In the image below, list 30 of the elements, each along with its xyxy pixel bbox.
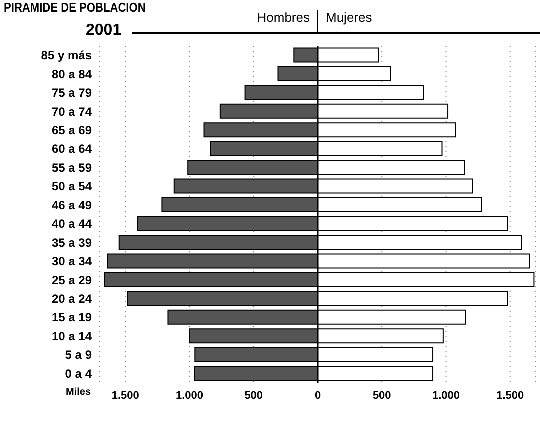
series-label: Hombres	[257, 10, 310, 25]
x-tick-label: 500	[372, 390, 392, 402]
y-tick-label: 60 a 64	[52, 142, 92, 156]
y-tick-label: 85 y más	[41, 48, 92, 63]
y-tick-label: 35 a 39	[52, 236, 92, 250]
y-tick-label: 15 a 19	[52, 310, 92, 325]
y-tick-label: 75 a 79	[52, 86, 92, 100]
x-tick-label: 500	[244, 390, 264, 402]
x-axis-title: Miles	[66, 387, 92, 398]
y-tick-label: 5 a 9	[65, 348, 92, 362]
y-tick-label: 70 a 74	[52, 104, 92, 119]
y-tick-label: 50 a 54	[52, 180, 92, 194]
y-tick-label: 65 a 69	[52, 124, 92, 138]
y-tick-label: 10 a 14	[52, 329, 92, 344]
x-tick-label: 1.500	[496, 390, 524, 402]
x-tick-label: 1.500	[112, 390, 140, 402]
chart-subtitle: 2001	[86, 22, 122, 40]
x-tick-label: 1.000	[176, 390, 204, 402]
x-tick-label: 1.000	[432, 390, 460, 402]
y-tick-label: 30 a 34	[52, 254, 92, 269]
y-tick-label: 0 a 4	[65, 366, 92, 381]
y-tick-label: 46 a 49	[52, 198, 92, 212]
y-tick-label: 55 a 59	[52, 160, 92, 175]
legend-label: Mujeres	[326, 10, 372, 25]
y-tick-label: 40 a 44	[52, 217, 92, 232]
y-tick-label: 20 a 24	[52, 292, 92, 306]
y-tick-label: 80 a 84	[52, 67, 92, 82]
x-tick-label: 0	[314, 390, 322, 402]
chart-title: PIRAMIDE DE POBLACION	[4, 0, 146, 15]
y-tick-label: 25 a 29	[52, 273, 92, 288]
